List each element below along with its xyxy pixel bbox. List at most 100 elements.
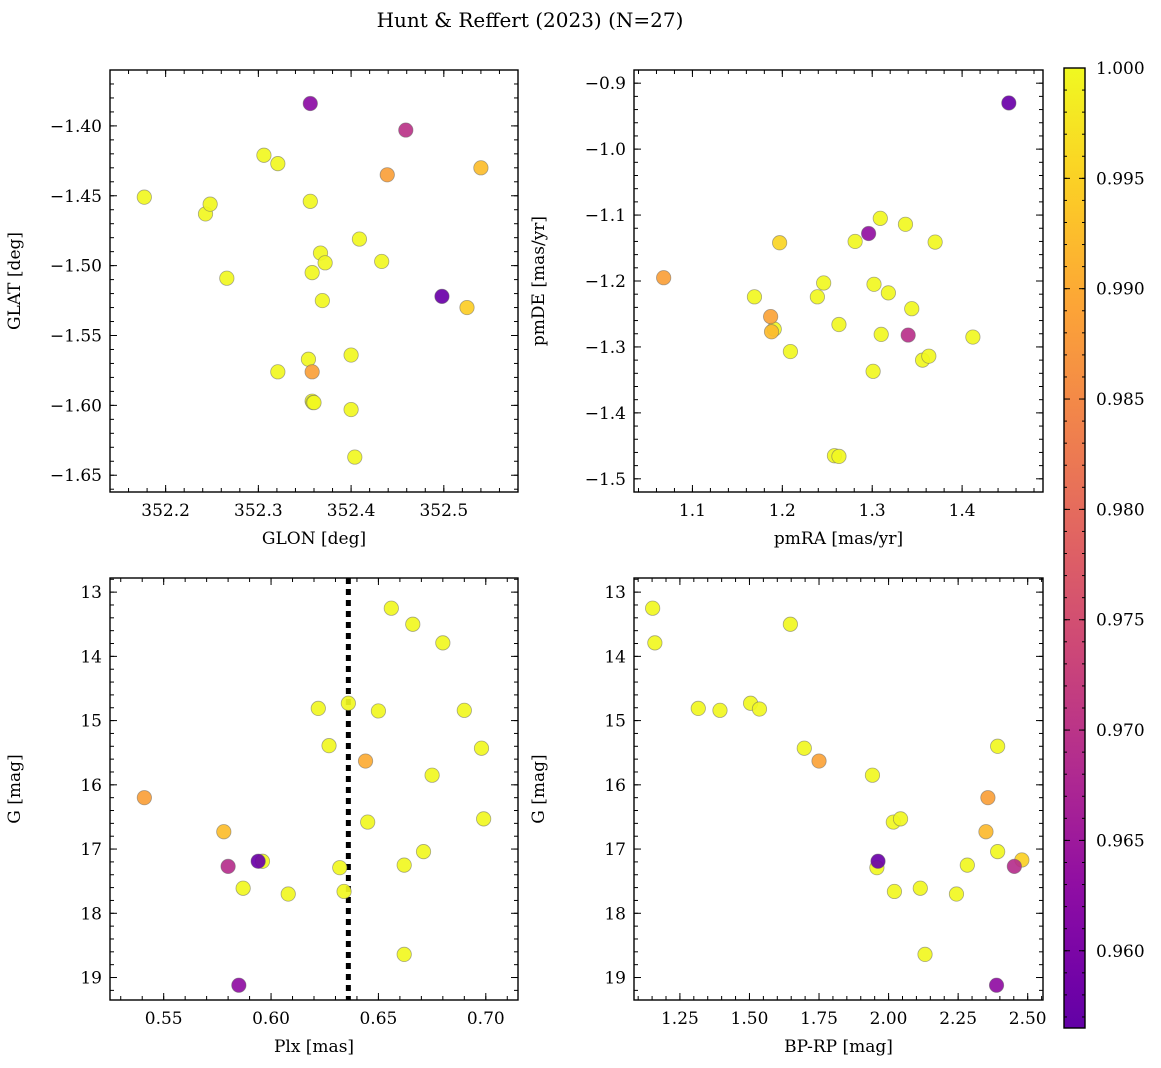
data-point: [763, 309, 779, 325]
x-axis-label: GLON [deg]: [262, 529, 366, 549]
data-point: [396, 857, 412, 873]
data-point: [948, 886, 965, 902]
data-point: [782, 343, 799, 360]
panel-3: 0.55 0.60 0.65 0.70 13 14 15 16 17 18 19 Plx [mas] G…: [5, 577, 519, 1057]
data-point: [424, 767, 440, 783]
data-point: [383, 600, 399, 616]
data-point: [645, 600, 661, 616]
x-tick-label: 2.00: [870, 1009, 908, 1029]
data-point: [216, 824, 232, 840]
data-point: [321, 738, 337, 754]
colorbar-tick-label: 1.000: [1096, 59, 1145, 79]
data-point: [864, 767, 881, 783]
data-point: [231, 977, 247, 993]
data-point: [396, 946, 412, 962]
x-tick-label: 1.1: [679, 501, 706, 521]
data-point: [310, 700, 326, 716]
data-point: [831, 448, 847, 464]
y-tick-label: 14: [604, 647, 626, 667]
data-point: [978, 824, 994, 840]
x-tick-label: 1.3: [859, 501, 886, 521]
axes-frame: [633, 577, 1044, 1001]
data-point: [912, 880, 928, 896]
data-point: [917, 946, 933, 962]
x-tick-label: 352.5: [419, 501, 468, 521]
y-tick-label: 16: [604, 776, 626, 796]
y-tick-label: −1.40: [50, 117, 102, 137]
data-point: [270, 364, 286, 380]
colorbar-tick-label: 0.965: [1096, 831, 1145, 851]
colorbar: 0.960 0.965 0.970 0.975 0.980 0.985 0.990 0.995…: [1063, 59, 1145, 1029]
data-point: [866, 276, 882, 292]
panel-1: 352.2 352.3 352.4 352.5 −1.40 −1.45 −1.50 −1.55…: [5, 69, 519, 549]
data-point: [872, 210, 888, 226]
y-tick-label: −0.9: [585, 74, 626, 94]
y-tick-label: 17: [604, 840, 626, 860]
colorbar-tick-label: 0.990: [1096, 280, 1145, 300]
data-point: [405, 616, 421, 632]
data-point: [220, 858, 236, 874]
colorbar-gradient: [1064, 68, 1085, 1028]
data-point: [357, 753, 374, 769]
x-tick-label: 1.50: [731, 1009, 769, 1029]
data-point: [886, 883, 903, 900]
data-point: [965, 329, 981, 345]
data-point: [304, 265, 320, 281]
data-point: [314, 292, 330, 309]
data-point: [927, 234, 943, 250]
data-point: [1001, 95, 1017, 111]
panels: 352.2 352.3 352.4 352.5 −1.40 −1.45 −1.50 −1.55…: [5, 69, 1047, 1057]
data-point: [219, 270, 235, 286]
data-point: [870, 853, 886, 869]
y-tick-label: −1.5: [585, 470, 626, 490]
x-tick-label: 2.50: [1009, 1009, 1047, 1029]
y-axis-label: G [mag]: [5, 754, 25, 823]
scatter-points: [645, 600, 1030, 993]
data-point: [456, 702, 472, 718]
y-tick-label: 19: [80, 969, 102, 989]
data-point: [865, 363, 881, 379]
x-tick-label: 352.3: [234, 501, 283, 521]
data-point: [900, 327, 916, 343]
data-point: [343, 401, 359, 418]
y-tick-label: −1.50: [50, 257, 102, 277]
y-tick-label: 18: [604, 904, 626, 924]
x-axis-label: pmRA [mas/yr]: [774, 529, 903, 549]
data-point: [880, 285, 896, 301]
data-point: [772, 235, 788, 251]
data-point: [847, 233, 863, 250]
colorbar-tick-label: 0.980: [1096, 500, 1145, 520]
data-point: [280, 886, 296, 902]
y-axis-label: G [mag]: [529, 754, 549, 823]
data-point: [816, 275, 832, 291]
y-tick-label: 17: [80, 840, 102, 860]
data-point: [360, 814, 376, 830]
y-axis-label: pmDE [mas/yr]: [529, 216, 549, 346]
x-tick-label: 1.25: [661, 1009, 699, 1029]
data-point: [712, 702, 728, 718]
data-point: [347, 449, 363, 465]
data-point: [317, 255, 333, 271]
data-point: [302, 95, 318, 112]
scatter-points: [136, 600, 492, 993]
data-point: [343, 347, 359, 363]
y-axis-label: GLAT [deg]: [5, 232, 25, 330]
data-point: [332, 860, 348, 876]
x-axis-label: Plx [mas]: [274, 1037, 354, 1057]
colorbar-frame: [1063, 67, 1086, 1029]
y-tick-label: −1.65: [50, 466, 102, 486]
x-tick-label: 0.60: [252, 1009, 290, 1029]
data-point: [374, 253, 390, 270]
y-tick-label: −1.60: [50, 396, 102, 416]
colorbar-tick-label: 0.985: [1096, 390, 1145, 410]
data-point: [473, 160, 489, 176]
data-point: [235, 880, 251, 896]
data-point: [459, 299, 475, 316]
data-point: [690, 700, 706, 716]
data-point: [796, 740, 812, 756]
y-tick-label: −1.4: [585, 404, 626, 424]
y-tick-label: 18: [80, 904, 102, 924]
panel-2: 1.1 1.2 1.3 1.4 −0.9 −1.0 −1.1 −1.2 −1.3 −1.4 −1.5…: [529, 69, 1044, 549]
axes-frame: [109, 69, 519, 493]
